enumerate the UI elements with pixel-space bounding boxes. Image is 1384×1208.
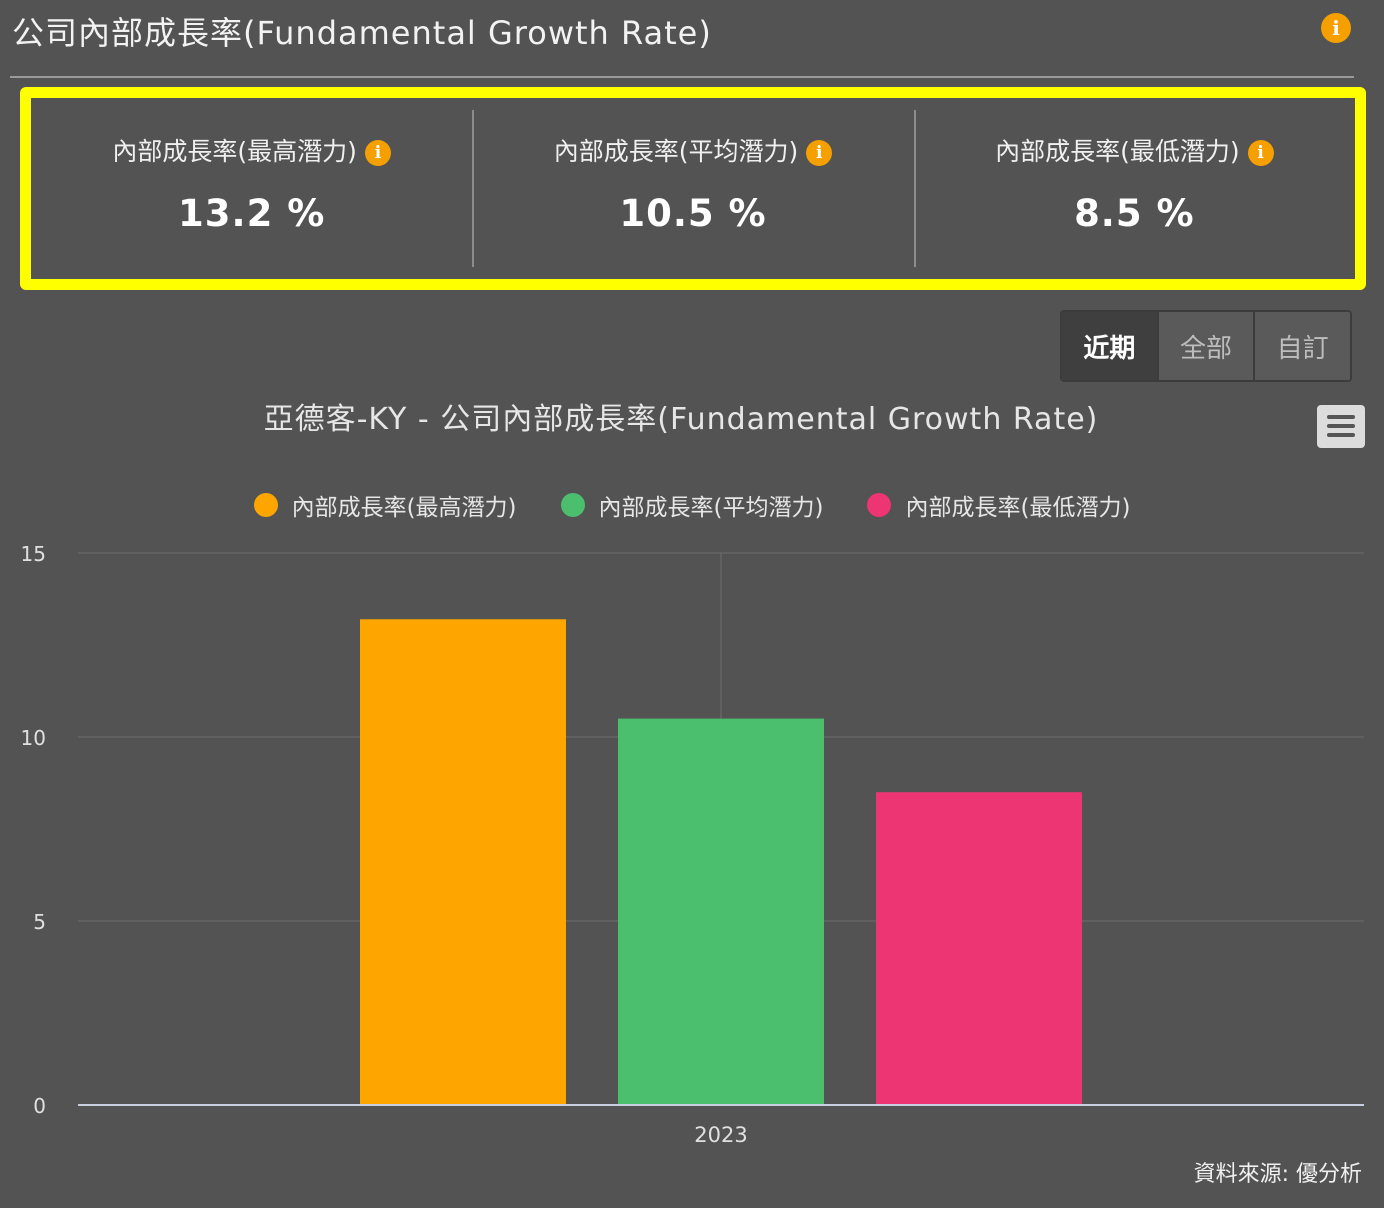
range-selector: 近期 全部 自訂	[1060, 310, 1352, 382]
tab-all[interactable]: 全部	[1156, 312, 1254, 380]
bar-min	[876, 792, 1082, 1105]
legend-item-max[interactable]: 內部成長率(最高潛力)	[253, 488, 517, 522]
growth-stats-panel: 內部成長率(最高潛力) i 13.2 % 內部成長率(平均潛力) i 10.5 % …	[20, 87, 1366, 290]
chart-title: 亞德客-KY - 公司內部成長率(Fundamental Growth Rate…	[263, 402, 1099, 437]
y-tick-label: 10	[21, 726, 46, 750]
chart-menu-button[interactable]	[1317, 405, 1365, 448]
stat-value: 13.2 %	[178, 192, 326, 235]
info-icon[interactable]: i	[1247, 140, 1274, 166]
stat-min-potential: 內部成長率(最低潛力) i 8.5 %	[913, 98, 1355, 279]
info-icon[interactable]: i	[364, 140, 391, 166]
info-icon[interactable]: i	[1321, 13, 1351, 43]
tab-recent[interactable]: 近期	[1062, 312, 1157, 380]
tab-custom[interactable]: 自訂	[1253, 312, 1350, 380]
hamburger-icon	[1327, 433, 1355, 437]
stat-label: 內部成長率(最低潛力)	[995, 137, 1240, 166]
page-title: 公司內部成長率(Fundamental Growth Rate)	[12, 14, 712, 52]
legend-label: 內部成長率(最低潛力)	[905, 495, 1131, 521]
bar-average	[618, 718, 824, 1105]
title-divider	[10, 76, 1354, 78]
stat-average-potential: 內部成長率(平均潛力) i 10.5 %	[472, 98, 913, 279]
hamburger-icon	[1327, 424, 1355, 428]
legend-item-average[interactable]: 內部成長率(平均潛力)	[560, 488, 824, 522]
stat-value: 10.5 %	[619, 192, 767, 235]
source-note: 資料來源: 優分析	[1193, 1162, 1362, 1187]
hamburger-icon	[1327, 415, 1355, 419]
bar-chart: 0 5 10 15 2023	[21, 542, 1364, 1147]
stat-value: 8.5 %	[1074, 192, 1195, 235]
info-icon[interactable]: i	[806, 140, 833, 166]
y-tick-label: 5	[33, 910, 46, 934]
legend-label: 內部成長率(最高潛力)	[291, 495, 517, 521]
y-tick-label: 15	[21, 542, 46, 566]
x-tick-label: 2023	[694, 1123, 747, 1147]
legend-swatch	[867, 493, 892, 517]
y-tick-label: 0	[33, 1094, 46, 1118]
legend-item-min[interactable]: 內部成長率(最低潛力)	[867, 488, 1130, 522]
chart-legend: 內部成長率(最高潛力) 內部成長率(平均潛力) 內部成長率(最低潛力)	[0, 488, 1384, 522]
legend-swatch	[253, 493, 278, 517]
stat-label: 內部成長率(平均潛力)	[553, 137, 799, 166]
stat-label: 內部成長率(最高潛力)	[112, 137, 357, 166]
bar-max	[360, 619, 566, 1105]
legend-label: 內部成長率(平均潛力)	[598, 495, 824, 521]
legend-swatch	[560, 493, 585, 517]
stat-max-potential: 內部成長率(最高潛力) i 13.2 %	[31, 98, 472, 279]
